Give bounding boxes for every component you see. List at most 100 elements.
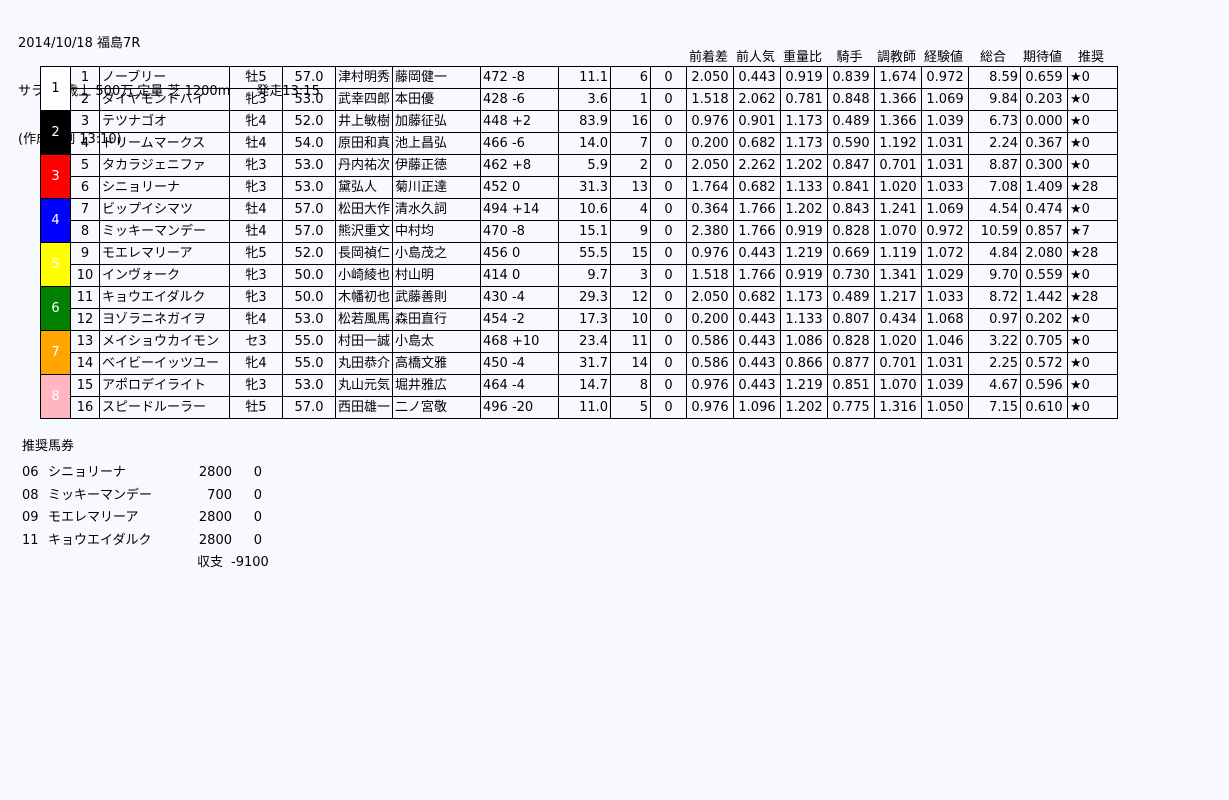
- table-row: 16 スピードルーラー 牡5 57.0 西田雄一 二ノ宮敬 496 -20 11…: [41, 396, 1119, 419]
- stat-column-headers: 前着差 前人気 重量比 騎手 調教師 経験値 総合 期待値 推奨: [685, 50, 1116, 65]
- expectation-cell: 0.857: [1020, 220, 1069, 243]
- flag-cell: 0: [650, 88, 688, 111]
- horse-name-cell: ミッキーマンデー: [99, 220, 230, 243]
- recommend-star-cell: ★0: [1067, 374, 1119, 397]
- horse-weight-cell: 494 +14: [480, 198, 560, 221]
- odds-cell: 5.9: [558, 154, 612, 177]
- prev-pop-cell: 1.766: [733, 264, 782, 287]
- flag-cell: 0: [650, 308, 688, 331]
- flag-cell: 0: [650, 66, 688, 89]
- table-row: 1 1 ノーブリー 牡5 57.0 津村明秀 藤岡健一 472 -8 11.1 …: [40, 66, 1119, 111]
- weight-ratio-cell: 0.866: [780, 352, 829, 375]
- ticket-horse-name: シニョリーナ: [48, 465, 127, 481]
- prev-margin-cell: 2.380: [686, 220, 735, 243]
- trainer-cell: 本田優: [392, 88, 482, 111]
- odds-cell: 17.3: [558, 308, 612, 331]
- prev-pop-cell: 1.096: [733, 396, 782, 419]
- trainer-cell: 高橋文雅: [392, 352, 482, 375]
- odds-cell: 31.3: [558, 176, 612, 199]
- trainer-cell: 村山明: [392, 264, 482, 287]
- prev-pop-cell: 0.682: [733, 132, 782, 155]
- popularity-cell: 6: [610, 66, 652, 89]
- carried-weight-cell: 57.0: [282, 66, 336, 89]
- horse-name-cell: ビップイシマツ: [99, 198, 230, 221]
- stat-header-prev-margin: 前着差: [688, 50, 728, 65]
- ticket-list: 06 シニョリーナ 2800 0 08 ミッキーマンデー 700 0 09 モエ…: [22, 462, 269, 552]
- prev-margin-cell: 0.976: [686, 374, 735, 397]
- trainer-stat-cell: 1.366: [874, 88, 923, 111]
- recommended-tickets: 推奨馬券 06 シニョリーナ 2800 0 08 ミッキーマンデー 700 0 …: [22, 436, 269, 575]
- jockey-stat-cell: 0.489: [827, 110, 876, 133]
- carried-weight-cell: 53.0: [282, 154, 336, 177]
- weight-ratio-cell: 1.133: [780, 176, 829, 199]
- horse-name-cell: インヴォーク: [99, 264, 230, 287]
- trainer-stat-cell: 1.316: [874, 396, 923, 419]
- prev-margin-cell: 1.518: [686, 264, 735, 287]
- prev-margin-cell: 0.976: [686, 242, 735, 265]
- carried-weight-cell: 54.0: [282, 132, 336, 155]
- jockey-stat-cell: 0.841: [827, 176, 876, 199]
- experience-cell: 1.033: [921, 176, 970, 199]
- ticket-horse-number: 09: [22, 510, 39, 526]
- sex-age-cell: 牡4: [229, 132, 283, 155]
- trainer-stat-cell: 1.070: [874, 220, 923, 243]
- carried-weight-cell: 53.0: [282, 88, 336, 111]
- prev-margin-cell: 0.364: [686, 198, 735, 221]
- ticket-row: 09 モエレマリーア 2800 0: [22, 507, 269, 530]
- flag-cell: 0: [650, 242, 688, 265]
- weight-ratio-cell: 1.202: [780, 396, 829, 419]
- jockey-cell: 黛弘人: [334, 176, 394, 199]
- horse-name-cell: ドリームマークス: [99, 132, 230, 155]
- jockey-cell: 松若風馬: [334, 308, 394, 331]
- total-score-cell: 10.59: [968, 220, 1022, 243]
- prev-margin-cell: 1.764: [686, 176, 735, 199]
- odds-cell: 83.9: [558, 110, 612, 133]
- popularity-cell: 11: [610, 330, 652, 353]
- odds-cell: 29.3: [558, 286, 612, 309]
- prev-pop-cell: 0.443: [733, 352, 782, 375]
- jockey-stat-cell: 0.839: [827, 66, 876, 89]
- horse-number-cell: 14: [70, 352, 100, 375]
- experience-cell: 1.039: [921, 110, 970, 133]
- jockey-stat-cell: 0.828: [827, 220, 876, 243]
- total-score-cell: 0.97: [968, 308, 1022, 331]
- popularity-cell: 4: [610, 198, 652, 221]
- horse-name-cell: スピードルーラー: [99, 396, 230, 419]
- odds-cell: 9.7: [558, 264, 612, 287]
- odds-cell: 10.6: [558, 198, 612, 221]
- horse-number-cell: 4: [70, 132, 100, 155]
- expectation-cell: 0.367: [1020, 132, 1069, 155]
- bracket-cell: 8: [40, 374, 71, 419]
- table-row: 14 ベイビーイッツユー 牝4 55.0 丸田恭介 高橋文雅 450 -4 31…: [41, 352, 1119, 375]
- popularity-cell: 7: [610, 132, 652, 155]
- jockey-stat-cell: 0.828: [827, 330, 876, 353]
- recommend-star-cell: ★0: [1067, 352, 1119, 375]
- flag-cell: 0: [650, 264, 688, 287]
- expectation-cell: 0.300: [1020, 154, 1069, 177]
- recommend-star-cell: ★0: [1067, 264, 1119, 287]
- jockey-cell: 丸田恭介: [334, 352, 394, 375]
- prev-margin-cell: 0.976: [686, 110, 735, 133]
- experience-cell: 1.039: [921, 374, 970, 397]
- ticket-horse-number: 11: [22, 532, 39, 548]
- expectation-cell: 0.596: [1020, 374, 1069, 397]
- trainer-cell: 小島太: [392, 330, 482, 353]
- horse-weight-cell: 450 -4: [480, 352, 560, 375]
- experience-cell: 1.033: [921, 286, 970, 309]
- weight-ratio-cell: 1.133: [780, 308, 829, 331]
- total-score-cell: 8.72: [968, 286, 1022, 309]
- horse-number-cell: 10: [70, 264, 100, 287]
- jockey-cell: 井上敏樹: [334, 110, 394, 133]
- jockey-stat-cell: 0.807: [827, 308, 876, 331]
- ticket-horse-name: モエレマリーア: [48, 510, 139, 526]
- table-row: 8 ミッキーマンデー 牡4 57.0 熊沢重文 中村均 470 -8 15.1 …: [41, 220, 1119, 243]
- stat-header-total: 総合: [979, 50, 1006, 65]
- expectation-cell: 1.442: [1020, 286, 1069, 309]
- balance-value: -9100: [231, 555, 269, 571]
- trainer-stat-cell: 1.020: [874, 176, 923, 199]
- ticket-row: 11 キョウエイダルク 2800 0: [22, 530, 269, 553]
- horse-number-cell: 7: [70, 198, 100, 221]
- prev-pop-cell: 1.766: [733, 198, 782, 221]
- expectation-cell: 0.203: [1020, 88, 1069, 111]
